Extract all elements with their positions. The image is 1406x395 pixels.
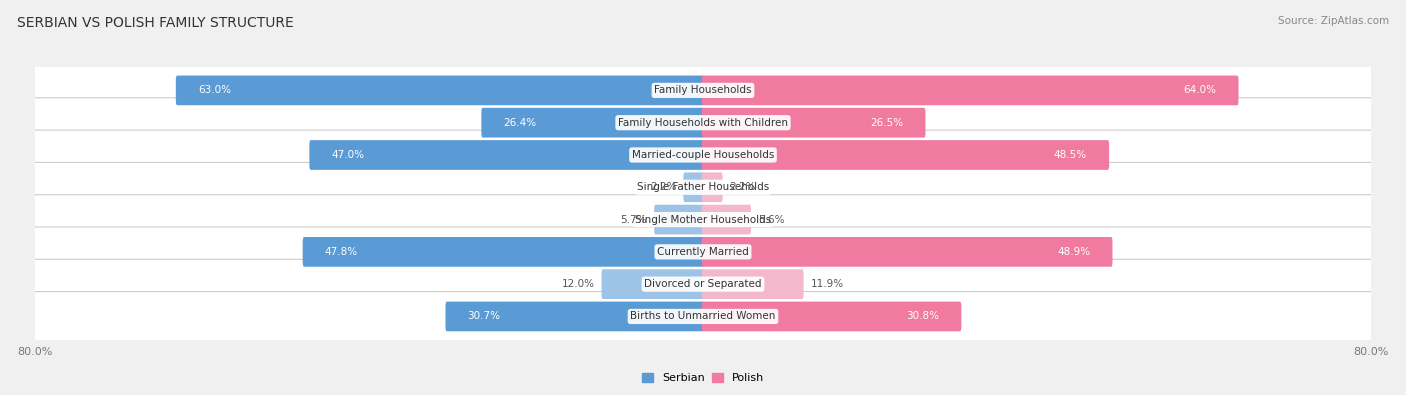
FancyBboxPatch shape: [702, 173, 723, 202]
Text: 47.8%: 47.8%: [325, 247, 359, 257]
Text: 5.7%: 5.7%: [620, 214, 647, 225]
Text: 2.2%: 2.2%: [650, 182, 676, 192]
FancyBboxPatch shape: [446, 302, 704, 331]
FancyBboxPatch shape: [24, 98, 1382, 148]
Text: Divorced or Separated: Divorced or Separated: [644, 279, 762, 289]
Text: Source: ZipAtlas.com: Source: ZipAtlas.com: [1278, 16, 1389, 26]
Text: Single Father Households: Single Father Households: [637, 182, 769, 192]
FancyBboxPatch shape: [24, 130, 1382, 180]
FancyBboxPatch shape: [654, 205, 704, 234]
FancyBboxPatch shape: [24, 195, 1382, 245]
Text: 63.0%: 63.0%: [198, 85, 231, 96]
FancyBboxPatch shape: [702, 269, 804, 299]
Text: Family Households with Children: Family Households with Children: [619, 118, 787, 128]
Text: Currently Married: Currently Married: [657, 247, 749, 257]
FancyBboxPatch shape: [702, 205, 751, 234]
Text: 26.4%: 26.4%: [503, 118, 537, 128]
Text: SERBIAN VS POLISH FAMILY STRUCTURE: SERBIAN VS POLISH FAMILY STRUCTURE: [17, 16, 294, 30]
Text: 11.9%: 11.9%: [811, 279, 844, 289]
FancyBboxPatch shape: [702, 237, 1112, 267]
Text: 48.9%: 48.9%: [1057, 247, 1091, 257]
FancyBboxPatch shape: [24, 259, 1382, 309]
Text: Births to Unmarried Women: Births to Unmarried Women: [630, 311, 776, 322]
FancyBboxPatch shape: [24, 66, 1382, 115]
FancyBboxPatch shape: [481, 108, 704, 137]
Text: 26.5%: 26.5%: [870, 118, 903, 128]
Text: 30.7%: 30.7%: [468, 311, 501, 322]
Text: Single Mother Households: Single Mother Households: [636, 214, 770, 225]
Text: 47.0%: 47.0%: [332, 150, 364, 160]
Text: 64.0%: 64.0%: [1184, 85, 1216, 96]
FancyBboxPatch shape: [702, 108, 925, 137]
Legend: Serbian, Polish: Serbian, Polish: [643, 373, 763, 383]
FancyBboxPatch shape: [309, 140, 704, 170]
FancyBboxPatch shape: [702, 302, 962, 331]
FancyBboxPatch shape: [302, 237, 704, 267]
Text: 12.0%: 12.0%: [561, 279, 595, 289]
FancyBboxPatch shape: [176, 75, 704, 105]
FancyBboxPatch shape: [602, 269, 704, 299]
Text: 5.6%: 5.6%: [758, 214, 785, 225]
FancyBboxPatch shape: [702, 75, 1239, 105]
Text: 48.5%: 48.5%: [1054, 150, 1087, 160]
Text: Family Households: Family Households: [654, 85, 752, 96]
FancyBboxPatch shape: [24, 227, 1382, 277]
FancyBboxPatch shape: [24, 292, 1382, 341]
FancyBboxPatch shape: [24, 162, 1382, 212]
FancyBboxPatch shape: [702, 140, 1109, 170]
Text: Married-couple Households: Married-couple Households: [631, 150, 775, 160]
FancyBboxPatch shape: [683, 173, 704, 202]
Text: 2.2%: 2.2%: [730, 182, 756, 192]
Text: 30.8%: 30.8%: [907, 311, 939, 322]
